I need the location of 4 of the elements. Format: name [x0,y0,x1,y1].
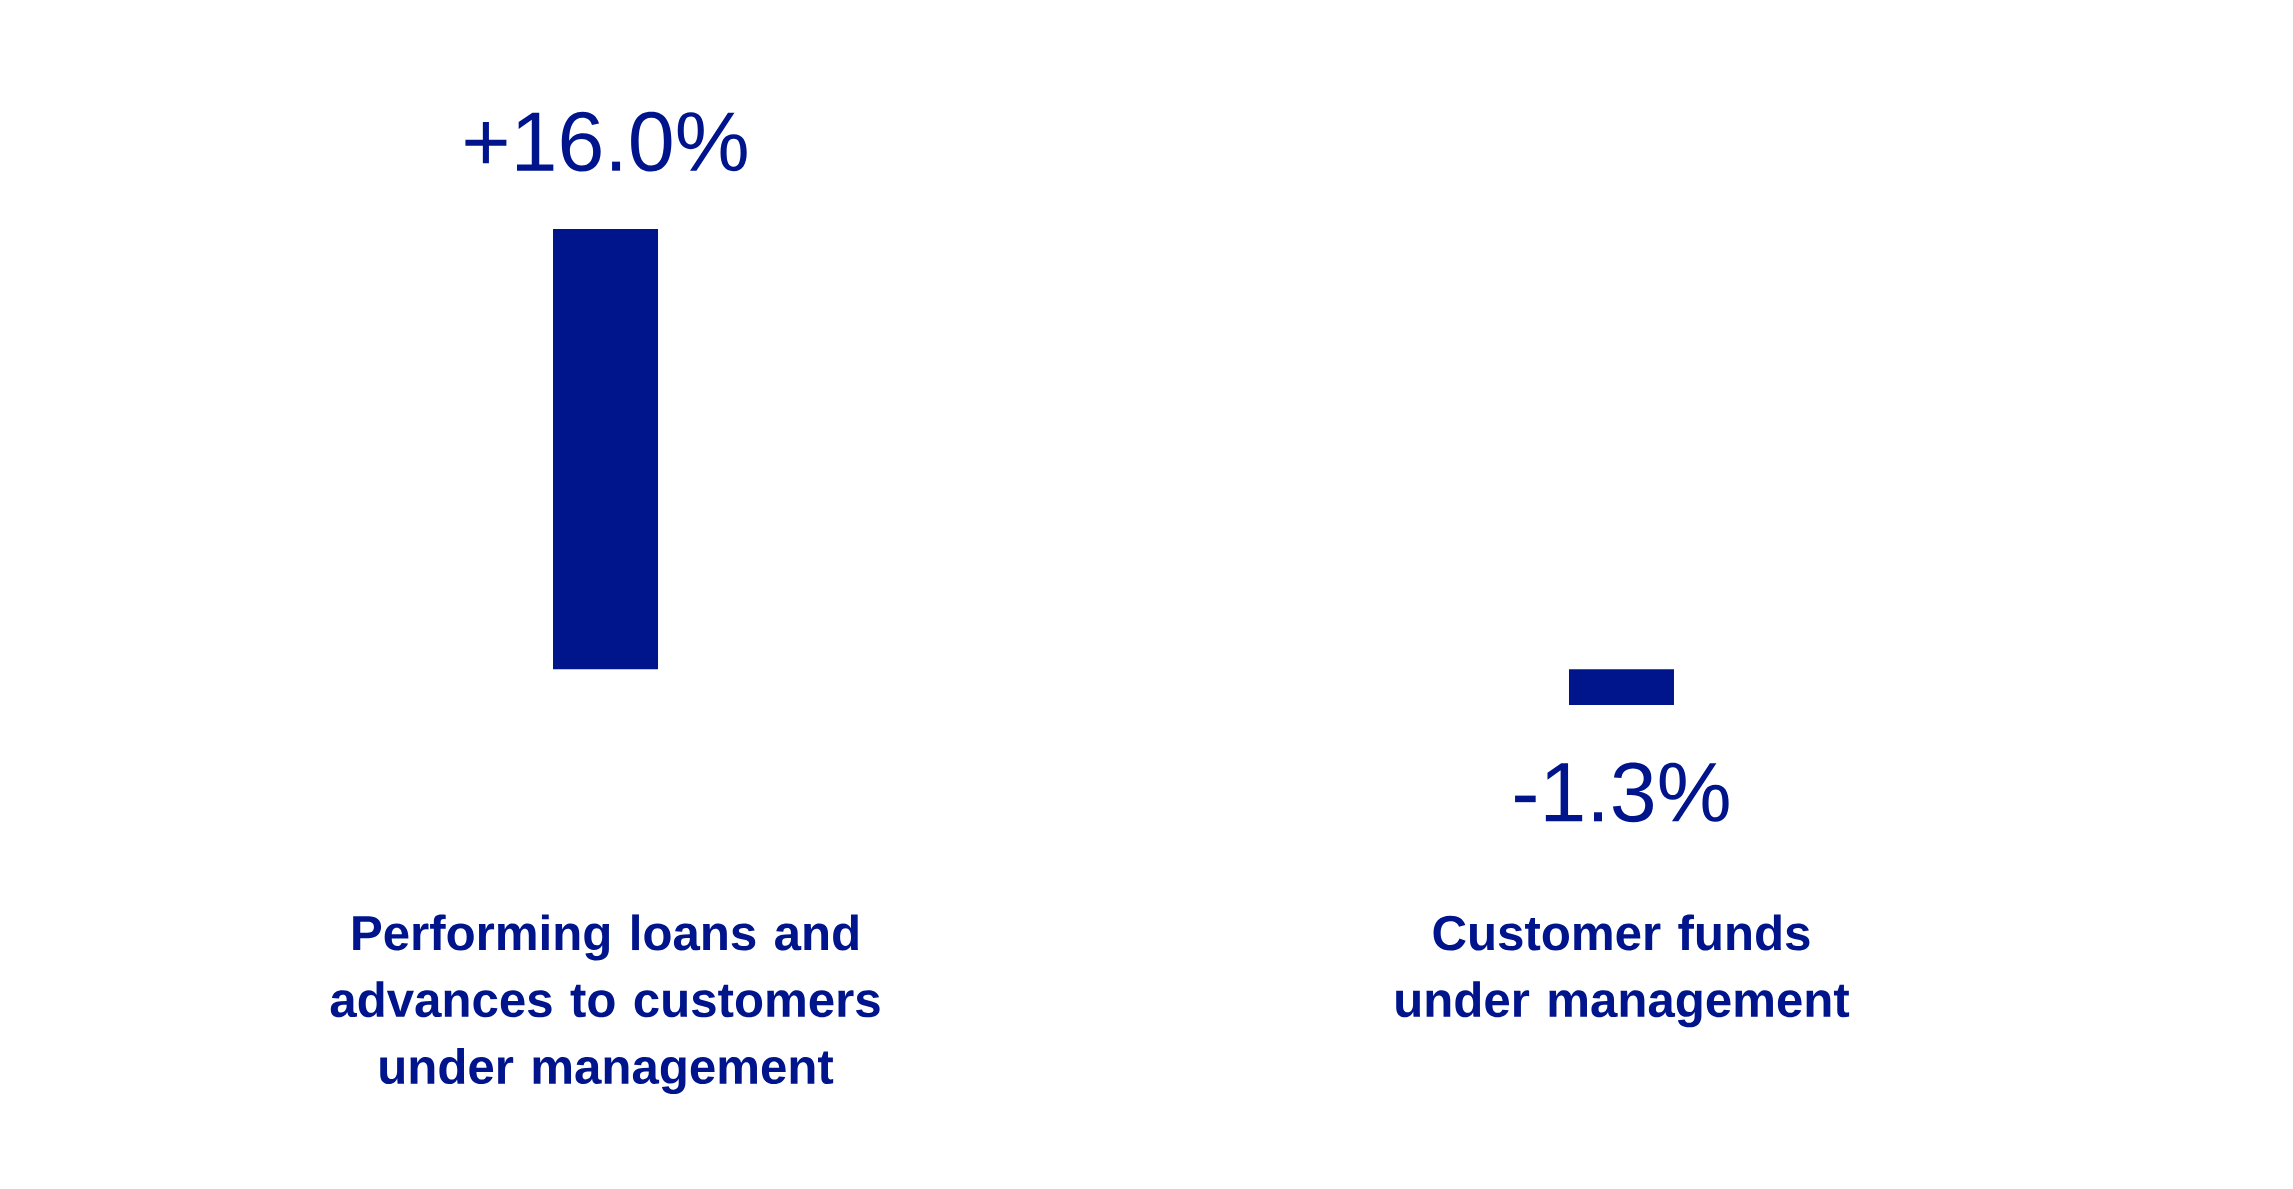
x-tick-label: Customer funds under management [1396,914,1850,1028]
data-label: +16.0% [465,111,747,172]
data-label: -1.3% [1515,762,1729,823]
x-tick-label: Performing loans and advances to customers under management [330,914,880,1095]
